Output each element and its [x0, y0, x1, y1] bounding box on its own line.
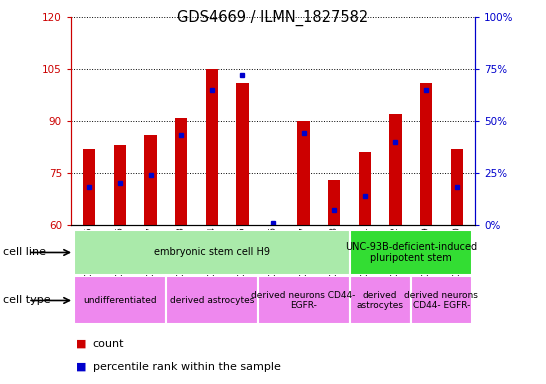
- Bar: [206, 69, 218, 225]
- Text: derived neurons CD44-
EGFR-: derived neurons CD44- EGFR-: [251, 291, 356, 310]
- Bar: [420, 83, 432, 225]
- Text: cell type: cell type: [3, 295, 50, 306]
- Bar: [74, 276, 166, 324]
- Text: cell line: cell line: [3, 247, 46, 258]
- Text: percentile rank within the sample: percentile rank within the sample: [93, 362, 281, 372]
- Bar: [298, 121, 310, 225]
- Text: ■: ■: [76, 339, 87, 349]
- Text: derived neurons
CD44- EGFR-: derived neurons CD44- EGFR-: [405, 291, 478, 310]
- Bar: [145, 135, 157, 225]
- Bar: [175, 118, 187, 225]
- Text: embryonic stem cell H9: embryonic stem cell H9: [154, 247, 270, 258]
- Text: UNC-93B-deficient-induced
pluripotent stem: UNC-93B-deficient-induced pluripotent st…: [345, 242, 477, 263]
- Text: count: count: [93, 339, 124, 349]
- Bar: [258, 276, 349, 324]
- Bar: [166, 276, 258, 324]
- Bar: [359, 152, 371, 225]
- Bar: [74, 230, 349, 275]
- Bar: [450, 149, 463, 225]
- Text: undifferentiated: undifferentiated: [83, 296, 157, 305]
- Text: GDS4669 / ILMN_1827582: GDS4669 / ILMN_1827582: [177, 10, 369, 26]
- Bar: [389, 114, 401, 225]
- Bar: [328, 180, 340, 225]
- Bar: [411, 276, 472, 324]
- Bar: [349, 276, 411, 324]
- Bar: [114, 145, 126, 225]
- Bar: [349, 230, 472, 275]
- Bar: [83, 149, 96, 225]
- Bar: [236, 83, 248, 225]
- Text: ■: ■: [76, 362, 87, 372]
- Text: derived
astrocytes: derived astrocytes: [357, 291, 403, 310]
- Text: derived astrocytes: derived astrocytes: [170, 296, 254, 305]
